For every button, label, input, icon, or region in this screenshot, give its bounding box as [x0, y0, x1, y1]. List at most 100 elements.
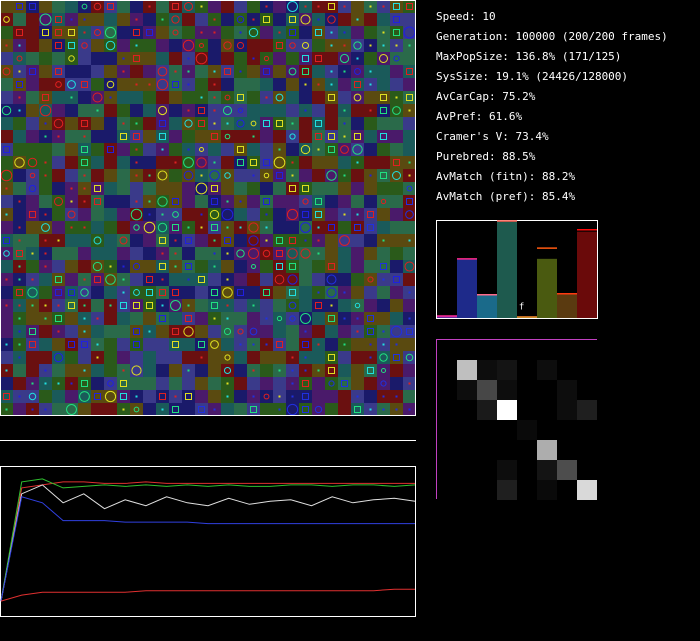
bar: [497, 221, 517, 318]
cell: [377, 195, 390, 208]
heat-cell: [517, 340, 537, 360]
cell: [247, 39, 260, 52]
cell: [338, 260, 351, 273]
cell: [273, 78, 286, 91]
cell: [52, 156, 65, 169]
square: [55, 29, 62, 36]
cell: [26, 390, 39, 403]
cell: [351, 91, 364, 104]
dot: [44, 408, 47, 411]
cell: [286, 13, 299, 26]
square: [159, 237, 166, 244]
heat-cell: [517, 480, 537, 500]
heat-cell: [477, 400, 497, 420]
ring: [339, 235, 350, 246]
dot: [122, 57, 125, 60]
cell: [325, 130, 338, 143]
square: [406, 94, 413, 101]
cell: [390, 260, 403, 273]
cell: [52, 0, 65, 13]
dot: [408, 291, 411, 294]
bar: [437, 316, 457, 318]
square: [211, 302, 218, 309]
cell: [364, 377, 377, 390]
cell: [117, 247, 130, 260]
square: [16, 3, 23, 10]
cell: [130, 130, 143, 143]
dot: [122, 408, 125, 411]
cell: [221, 364, 234, 377]
cell: [0, 91, 13, 104]
ring: [380, 380, 387, 387]
cell: [286, 130, 299, 143]
square: [172, 224, 179, 231]
cell: [65, 286, 78, 299]
ring: [132, 262, 141, 271]
cell: [169, 130, 182, 143]
cell: [260, 403, 273, 416]
dot: [44, 317, 47, 320]
heat-cell: [477, 380, 497, 400]
cell: [13, 169, 26, 182]
cell: [65, 299, 78, 312]
ring: [222, 287, 233, 298]
ring: [300, 144, 311, 155]
cell: [117, 208, 130, 221]
dot: [44, 304, 47, 307]
cell: [325, 143, 338, 156]
heat-cell: [497, 440, 517, 460]
cell: [0, 221, 13, 234]
heat-cell: [457, 360, 477, 380]
ring: [198, 42, 205, 49]
heat-cell: [497, 340, 517, 360]
cell: [91, 26, 104, 39]
dot: [18, 239, 21, 242]
square: [315, 133, 322, 140]
cell: [364, 312, 377, 325]
cell: [104, 325, 117, 338]
square: [276, 237, 283, 244]
ring: [380, 367, 387, 374]
ring: [248, 235, 259, 246]
cell: [312, 156, 325, 169]
cell: [0, 260, 13, 273]
ring: [3, 16, 10, 23]
cell: [377, 312, 390, 325]
cell: [195, 78, 208, 91]
cell: [52, 169, 65, 182]
square: [55, 16, 62, 23]
cell: [104, 143, 117, 156]
dot: [343, 317, 346, 320]
square: [107, 146, 114, 153]
dot: [213, 70, 216, 73]
cell: [78, 143, 91, 156]
cell: [338, 325, 351, 338]
cell: [234, 130, 247, 143]
square: [211, 133, 218, 140]
square: [276, 263, 283, 270]
cell: [156, 39, 169, 52]
cell: [234, 403, 247, 416]
stat-line: Speed: 10: [436, 10, 496, 23]
cell: [143, 65, 156, 78]
square: [211, 185, 218, 192]
dot: [148, 330, 151, 333]
cell: [0, 286, 13, 299]
square: [393, 16, 400, 23]
cell: [156, 286, 169, 299]
cell: [13, 78, 26, 91]
cell: [221, 26, 234, 39]
square: [81, 120, 88, 127]
cell: [39, 0, 52, 13]
square: [328, 354, 335, 361]
cell: [273, 338, 286, 351]
cell: [286, 52, 299, 65]
cell: [91, 13, 104, 26]
ring: [354, 68, 361, 75]
dot: [135, 44, 138, 47]
ring: [223, 327, 232, 336]
square: [406, 328, 413, 335]
ring: [209, 209, 220, 220]
cell: [299, 39, 312, 52]
